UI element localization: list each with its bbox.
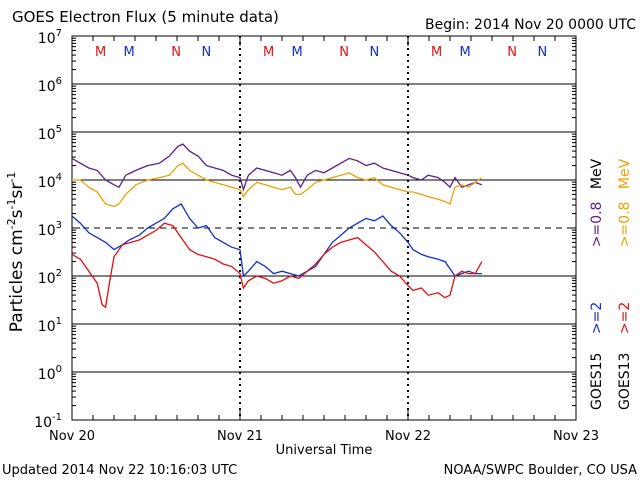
begin-time: Begin: 2014 Nov 20 0000 UTC <box>425 17 636 33</box>
orbit-marker: M <box>263 45 274 60</box>
orbit-marker: M <box>460 45 471 60</box>
x-tick-label: Nov 21 <box>217 429 263 444</box>
chart-title: GOES Electron Flux (5 minute data) <box>12 8 279 26</box>
y-tick-label: 107 <box>38 28 62 47</box>
x-axis-ticks: Nov 20 Nov 21 Nov 22 Nov 23 <box>49 36 599 444</box>
series-lines <box>71 143 483 309</box>
legend-goes15-mev: MeV <box>589 158 605 189</box>
x-tick-label: Nov 23 <box>553 429 599 444</box>
y-axis-exp-3: -1 <box>5 172 18 183</box>
orbit-marker: N <box>171 45 181 60</box>
legend-goes13: GOES13 >=2 >=0.8 MeV <box>617 158 633 410</box>
series-line-goes13-2-mev <box>71 222 483 309</box>
credit: NOAA/SWPC Boulder, CO USA <box>444 463 637 478</box>
x-tick-label: Nov 20 <box>49 429 95 444</box>
y-tick-label: 104 <box>38 172 62 191</box>
y-axis-ticks: 10-1 100 101 102 103 104 105 106 107 <box>34 28 576 431</box>
legend-goes15-2mev: >=2 <box>589 302 605 334</box>
y-tick-label: 106 <box>38 76 62 95</box>
y-tick-label: 103 <box>38 220 62 239</box>
y-tick-label: 102 <box>38 268 62 287</box>
legend-goes15: GOES15 >=2 >=0.8 MeV <box>589 158 605 410</box>
y-tick-label: 105 <box>38 124 62 143</box>
y-tick-label: 100 <box>38 364 62 383</box>
orbit-marker: N <box>202 45 212 60</box>
y-tick-label: 10-1 <box>34 412 62 431</box>
y-axis-label: Particles cm-2s-1sr-1 <box>5 172 27 333</box>
y-axis-label-text: Particles cm <box>7 229 27 332</box>
legend-goes15-label: GOES15 <box>589 353 605 410</box>
series-line-goes13-0-8-mev <box>72 162 483 208</box>
legend-goes13-08mev: >=0.8 <box>617 202 633 248</box>
day-dividers <box>239 36 409 420</box>
svg-text:GOES13 >=2 >=0.8: GOES13 >=2 >=0.8 MeV <box>617 158 633 410</box>
y-tick-label: 101 <box>38 316 62 335</box>
legend-goes15-08mev: >=0.8 <box>589 202 605 248</box>
updated-time: Updated 2014 Nov 22 10:16:03 UTC <box>2 463 237 478</box>
orbit-marker: N <box>507 45 517 60</box>
orbit-marker: N <box>339 45 349 60</box>
orbit-marker: N <box>538 45 548 60</box>
y-axis-label-s: s <box>7 209 27 218</box>
legend-goes13-label: GOES13 <box>617 353 633 410</box>
y-axis-label-sr: sr <box>7 183 27 199</box>
orbit-marker: M <box>124 45 135 60</box>
legend-goes13-mev: MeV <box>617 158 633 189</box>
orbit-marker: M <box>431 45 442 60</box>
y-axis-exp-1: -2 <box>5 218 18 229</box>
y-axis-exp-2: -1 <box>5 199 18 210</box>
legend-goes13-2mev: >=2 <box>617 302 633 334</box>
orbit-marker: M <box>292 45 303 60</box>
x-axis-label: Universal Time <box>276 443 373 458</box>
series-line-goes15-0-8-mev <box>71 143 483 192</box>
orbit-marker: M <box>95 45 106 60</box>
svg-text:Particles cm-2s-1sr-1: Particles cm-2s-1sr-1 <box>5 172 27 333</box>
x-tick-label: Nov 22 <box>385 429 431 444</box>
svg-text:GOES15 >=2 >=0.8: GOES15 >=2 >=0.8 MeV <box>589 158 605 410</box>
orbit-marker: N <box>370 45 380 60</box>
series-line-goes15-2-mev <box>71 203 482 278</box>
